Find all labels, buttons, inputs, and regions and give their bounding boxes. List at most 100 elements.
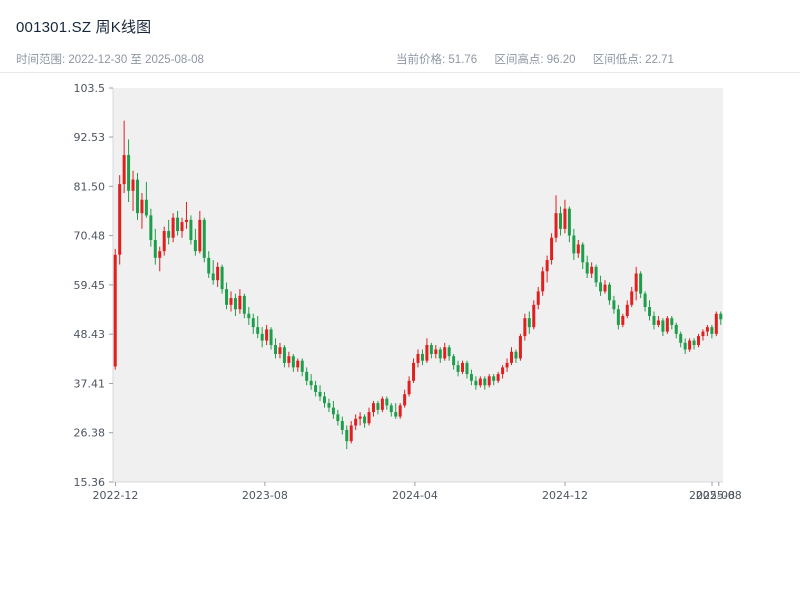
candle-body [127, 155, 131, 191]
candle-body [322, 396, 326, 404]
candle-body [710, 327, 714, 334]
candle-body [162, 231, 166, 252]
candle-body [469, 374, 473, 381]
candle-body [282, 347, 286, 363]
range-low-label: 区间低点: 22.71 [592, 54, 674, 66]
y-tick-label: 26.38 [74, 427, 106, 440]
candle-body [158, 251, 162, 258]
candle-body [318, 391, 322, 397]
candle-body [202, 219, 206, 258]
candle-body [385, 398, 389, 406]
time-range-label: 时间范围: 2022-12-30 至 2025-08-08 [16, 54, 204, 66]
candle-body [567, 208, 571, 236]
candle-body [260, 333, 264, 341]
candle-body [688, 340, 692, 350]
candle-body [380, 398, 384, 410]
x-tick-label: 2022-12 [92, 489, 138, 502]
candle-body [705, 327, 709, 332]
candle-body [572, 235, 576, 254]
candle-body [398, 405, 402, 417]
candle-body [536, 291, 540, 305]
candle-body [714, 313, 718, 334]
candle-body [639, 273, 643, 294]
candle-body [149, 215, 153, 240]
x-tick-label: 2024-12 [542, 489, 588, 502]
candle-body [501, 367, 505, 375]
candle-body [558, 213, 562, 229]
candle-body [238, 295, 242, 310]
candle-body [403, 394, 407, 406]
x-tick-label: 2025-08 [689, 489, 735, 502]
candle-body [198, 219, 202, 252]
y-tick-label: 70.48 [74, 230, 106, 243]
candle-body [314, 385, 318, 392]
y-tick-label: 37.41 [74, 377, 106, 390]
candle-body [211, 273, 215, 281]
candle-body [474, 380, 478, 386]
y-tick-label: 48.43 [74, 328, 106, 341]
candle-body [683, 342, 687, 350]
candle-body [233, 298, 237, 310]
candle-body [229, 298, 233, 305]
candle-body [416, 353, 420, 363]
candle-body [225, 289, 229, 305]
candle-body [122, 155, 126, 185]
candle-body [358, 416, 362, 419]
candle-body [545, 260, 549, 272]
candle-body [550, 237, 554, 261]
candle-body [607, 284, 611, 301]
candle-body [563, 208, 567, 229]
candle-body [612, 300, 616, 310]
candle-body [616, 309, 620, 325]
candle-body [247, 313, 251, 319]
candle-body [189, 219, 193, 240]
y-tick-label: 59.45 [74, 279, 106, 292]
candle-body [389, 405, 393, 413]
candle-body [452, 356, 456, 366]
candle-body [300, 360, 304, 372]
candle-body [514, 351, 518, 359]
candle-body [692, 340, 696, 346]
candle-body [701, 331, 705, 337]
candle-body [113, 254, 117, 367]
x-tick-label: 2023-08 [242, 489, 288, 502]
candle-body [180, 222, 184, 232]
candle-body [532, 304, 536, 328]
candle-body [265, 329, 269, 341]
candle-body [665, 318, 669, 332]
y-tick-label: 103.5 [74, 82, 106, 95]
candle-body [492, 376, 496, 381]
range-high-label: 区间高点: 96.20 [494, 54, 576, 66]
candle-body [625, 304, 629, 316]
candle-body [336, 414, 340, 422]
candle-body [585, 262, 589, 274]
candle-body [510, 351, 514, 363]
candle-body [376, 403, 380, 410]
kline-chart: 103.5 92.53 81.50 70.48 59.45 48.43 37.41 26.38… [74, 82, 742, 502]
candle-body [340, 421, 344, 430]
candle-body [274, 345, 278, 354]
candle-body [648, 307, 652, 316]
candle-body [412, 362, 416, 381]
candle-body [465, 362, 469, 375]
candle-body [661, 320, 665, 332]
candle-body [242, 295, 246, 314]
y-tick-label: 81.50 [74, 180, 106, 193]
candle-body [478, 378, 482, 386]
candle-body [527, 318, 531, 328]
candle-body [576, 244, 580, 254]
candle-body [505, 362, 509, 368]
candle-body [420, 353, 424, 361]
candle-body [216, 266, 220, 281]
y-tick-label: 92.53 [74, 131, 106, 144]
candle-body [144, 199, 148, 216]
candle-body [483, 378, 487, 386]
candle-body [541, 271, 545, 292]
candle-body [634, 273, 638, 292]
candle-body [184, 219, 188, 223]
candle-body [309, 380, 313, 386]
candle-body [305, 371, 309, 381]
candle-body [220, 266, 224, 290]
candle-body [345, 429, 349, 442]
candle-body [251, 318, 255, 328]
